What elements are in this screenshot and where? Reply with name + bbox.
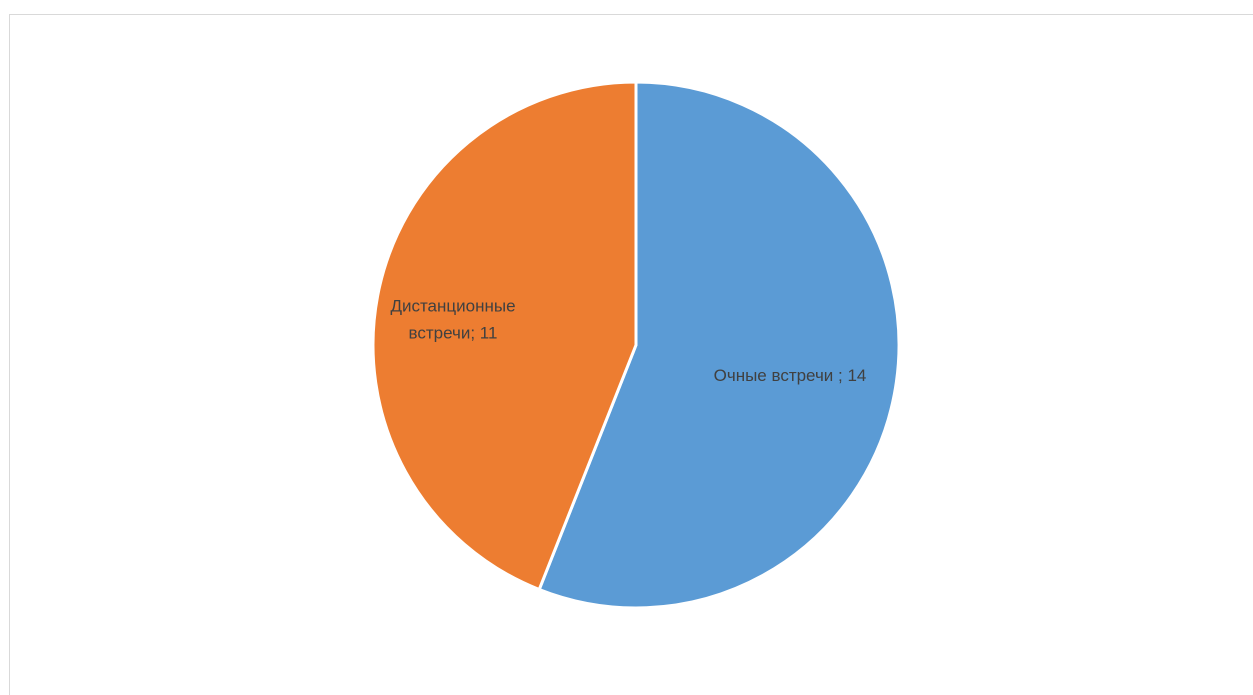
pie-slice-label-in-person: Очные встречи ; 14 xyxy=(714,366,867,385)
pie-slices xyxy=(371,80,901,610)
pie-labels: Очные встречи ; 14 Дистанционные встречи; … xyxy=(390,297,866,386)
pie-slice-in-person xyxy=(537,80,901,610)
pie-label-line: Дистанционные xyxy=(390,297,515,316)
pie-slice-remote xyxy=(371,80,638,592)
document-page: Очные встречи ; 14 Дистанционные встречи; … xyxy=(9,14,1253,695)
pie-slice-label-remote: Дистанционные встречи; 11 xyxy=(390,297,515,343)
pie-label-line: Очные встречи ; 14 xyxy=(714,366,867,385)
pie-chart: Очные встречи ; 14 Дистанционные встречи; … xyxy=(371,80,901,610)
pie-label-line: встречи; 11 xyxy=(409,324,498,343)
